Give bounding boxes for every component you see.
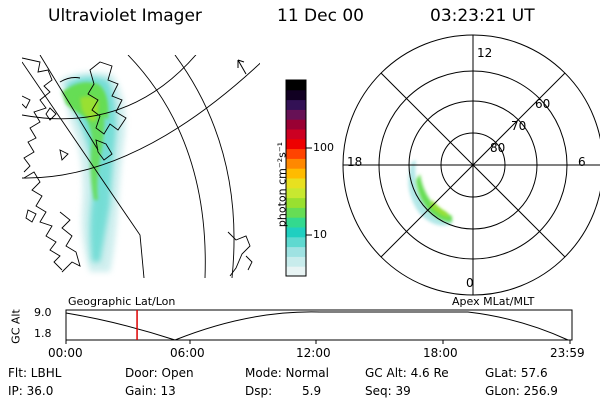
status-glon: GLon: 256.9 — [485, 384, 558, 398]
colorbar-cell — [286, 207, 306, 218]
colorbar-cell — [286, 217, 306, 228]
colorbar — [285, 79, 312, 277]
colorbar-cell — [286, 80, 306, 91]
status-gc-alt: GC Alt: 4.6 Re — [365, 366, 449, 380]
colorbar-cell — [286, 138, 306, 150]
colorbar-cell — [286, 266, 306, 277]
colorbar-cell — [286, 168, 306, 179]
time-tick-2359: 23:59 — [550, 346, 585, 360]
app-title: Ultraviolet Imager — [48, 6, 202, 26]
apex-panel-label: Apex MLat/MLT — [452, 295, 535, 308]
time-tick-1200: 12:00 — [296, 346, 331, 360]
colorbar-cell — [286, 178, 306, 189]
colorbar-cell — [286, 256, 306, 267]
status-mode: Mode: Normal — [245, 366, 329, 380]
aurora-emission-polar — [408, 160, 452, 226]
colorbar-cell — [286, 148, 306, 159]
status-filter: Flt: LBHL — [8, 366, 62, 380]
mlt-label-6: 6 — [578, 155, 586, 169]
mlt-label-18: 18 — [347, 155, 363, 169]
orbit-altitude-curve — [65, 311, 569, 341]
lat-lon-grid — [22, 55, 260, 278]
colorbar-cell — [286, 129, 306, 140]
colorbar-cell — [286, 227, 306, 238]
time-tick-0600: 06:00 — [170, 346, 205, 360]
altitude-y-min: 1.8 — [34, 327, 52, 340]
status-dsp-value: 5.9 — [302, 384, 322, 398]
altitude-plot — [65, 309, 573, 344]
mlat-label-70: 70 — [511, 119, 527, 133]
status-seq: Seq: 39 — [365, 384, 411, 398]
date-label: 11 Dec 00 — [277, 6, 364, 26]
colorbar-cell — [286, 197, 306, 208]
colorbar-cell — [286, 236, 306, 248]
colorbar-cell — [286, 119, 306, 130]
colorbar-unit-label: photon cm⁻²s⁻¹ — [275, 141, 289, 228]
colorbar-cell — [286, 99, 306, 110]
status-dsp-label: Dsp: — [245, 384, 273, 398]
status-gain: Gain: 13 — [125, 384, 176, 398]
status-glat: GLat: 57.6 — [485, 366, 548, 380]
mlt-label-12: 12 — [477, 46, 493, 60]
time-label: 03:23:21 UT — [430, 6, 535, 26]
mlt-label-0: 0 — [466, 276, 474, 290]
altitude-y-max: 9.0 — [34, 306, 52, 319]
aurora-emission-geo — [60, 72, 126, 272]
status-ip: IP: 36.0 — [8, 384, 54, 398]
colorbar-cell — [286, 109, 306, 120]
north-arrow-icon — [237, 59, 247, 75]
colorbar-cell — [286, 89, 306, 101]
colorbar-tick-100: 100 — [313, 141, 334, 154]
colorbar-tick-10: 10 — [313, 228, 327, 241]
time-tick-1800: 18:00 — [423, 346, 458, 360]
colorbar-cell — [286, 246, 306, 257]
colorbar-cell — [286, 187, 306, 199]
colorbar-cell — [286, 158, 306, 169]
mlat-label-80: 80 — [490, 141, 506, 155]
mlat-label-60: 60 — [535, 97, 551, 111]
geographic-map — [22, 55, 260, 278]
altitude-axis-label: GC Alt — [9, 309, 23, 344]
status-door: Door: Open — [125, 366, 194, 380]
geographic-panel-label: Geographic Lat/Lon — [68, 295, 176, 308]
polar-mlat-mlt-plot — [342, 34, 600, 296]
time-tick-0000: 00:00 — [48, 346, 83, 360]
coastlines — [22, 57, 253, 277]
